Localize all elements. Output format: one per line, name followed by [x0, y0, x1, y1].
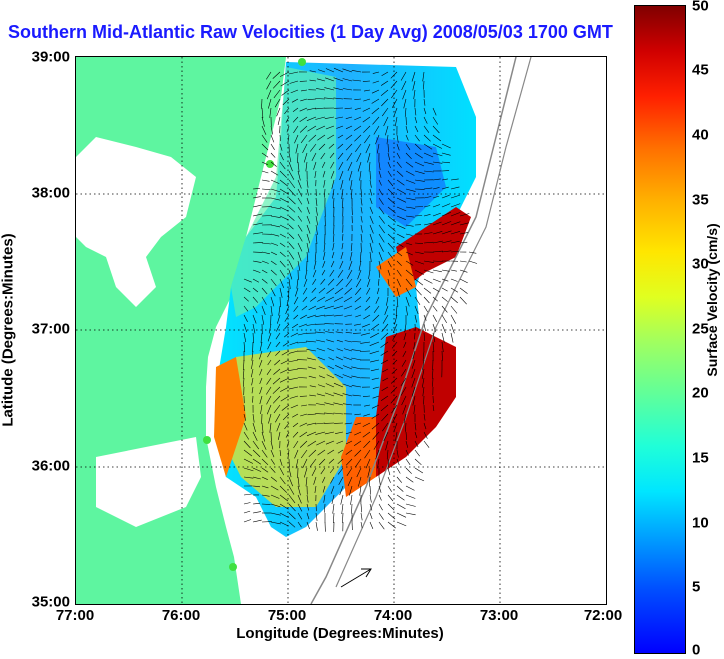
colorbar-tick: 30 [692, 255, 709, 273]
bay-water [76, 137, 196, 307]
velocity-field-orange-se [341, 417, 376, 497]
y-tick-label: 36:00 [31, 457, 70, 475]
colorbar-tick: 10 [692, 514, 709, 532]
colorbar [634, 5, 686, 654]
bathymetry-contour [335, 57, 532, 588]
map-title: Southern Mid-Atlantic Raw Velocities (1 … [8, 22, 613, 42]
sound-water [96, 437, 201, 527]
colorbar-tick: 35 [692, 191, 709, 209]
velocity-field-red-se [356, 327, 456, 477]
colorbar-tick: 15 [692, 449, 709, 467]
velocity-field-green [231, 67, 336, 317]
velocity-vectors [242, 67, 478, 533]
colorbar-tick: 45 [692, 61, 709, 79]
colorbar-tick: 50 [692, 0, 709, 15]
x-tick-label: 76:00 [161, 607, 201, 624]
x-tick-label: 73:00 [479, 607, 519, 624]
y-tick-label: 38:00 [31, 184, 70, 202]
velocity-field-orange-ne [376, 247, 416, 297]
station-marker-icon [229, 563, 237, 571]
colorbar-tick: 25 [692, 320, 709, 338]
x-axis-label: Longitude (Degrees:Minutes) [236, 625, 444, 642]
map-canvas [76, 57, 606, 604]
map-plot-area[interactable] [75, 56, 607, 605]
y-tick-label: 39:00 [31, 48, 70, 66]
x-tick-label: 77:00 [55, 607, 95, 624]
colorbar-tick: 0 [692, 641, 701, 659]
y-tick-label: 37:00 [31, 320, 70, 338]
velocity-field-red-ne [396, 207, 471, 287]
station-marker-icon [203, 436, 211, 444]
station-marker-icon [266, 160, 274, 168]
grid-lines [76, 57, 606, 604]
x-tick-label: 75:00 [267, 607, 307, 624]
colorbar-label: Surface Velocity (cm/s) [704, 223, 720, 377]
bathymetry-contour [310, 57, 517, 604]
colorbar-tick: 40 [692, 126, 709, 144]
y-axis-label: Latitude (Degrees:Minutes) [0, 233, 17, 427]
x-tick-label: 72:00 [583, 607, 623, 624]
station-marker-icon [298, 58, 306, 66]
velocity-field-orange-w [214, 357, 246, 477]
scale-arrow-icon [340, 568, 372, 588]
colorbar-tick: 5 [692, 578, 701, 596]
y-tick-label: 35:00 [31, 593, 70, 611]
colorbar-tick: 20 [692, 384, 709, 402]
x-tick-label: 74:00 [373, 607, 413, 624]
